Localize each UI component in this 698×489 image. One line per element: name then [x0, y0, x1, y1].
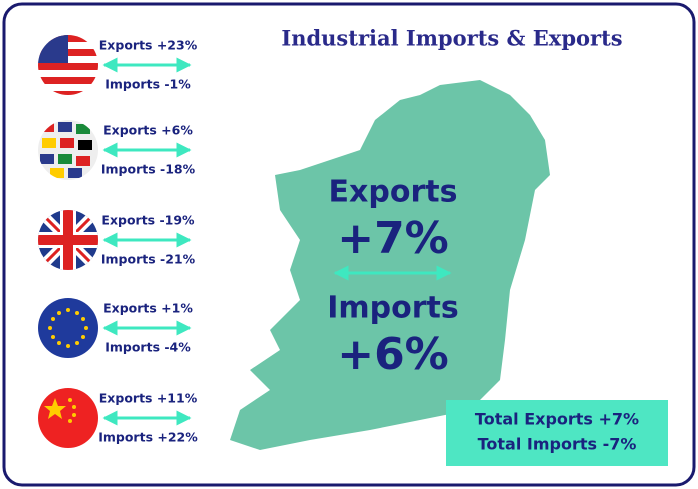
total-imports: Total Imports -7% [478, 435, 637, 454]
region-imports: Imports -21% [101, 252, 196, 267]
totals-box [446, 400, 668, 466]
region-exports: Exports +23% [99, 38, 198, 53]
flag-china [38, 388, 98, 448]
flag-eu [38, 298, 98, 358]
region-rows: Exports +23% Imports -1% Exports +6% Import… [98, 38, 198, 445]
region-imports: Imports -1% [105, 77, 191, 92]
region-exports: Exports +11% [99, 391, 198, 406]
region-exports: Exports -19% [101, 213, 195, 228]
flag-usa [38, 35, 98, 95]
region-imports: Imports +22% [98, 430, 198, 445]
flag-world [38, 120, 98, 180]
region-exports: Exports +6% [103, 123, 193, 138]
region-exports: Exports +1% [103, 301, 193, 316]
title: Industrial Imports & Exports [281, 26, 622, 51]
flag-uk [38, 210, 98, 270]
total-exports: Total Exports +7% [475, 410, 639, 429]
center-exports-value: +7% [337, 213, 449, 264]
region-imports: Imports -18% [101, 162, 196, 177]
center-imports-label: Imports [327, 291, 459, 326]
ireland-map [230, 80, 550, 450]
region-imports: Imports -4% [105, 340, 191, 355]
center-imports-value: +6% [337, 329, 449, 380]
center-exports-label: Exports [329, 175, 458, 210]
